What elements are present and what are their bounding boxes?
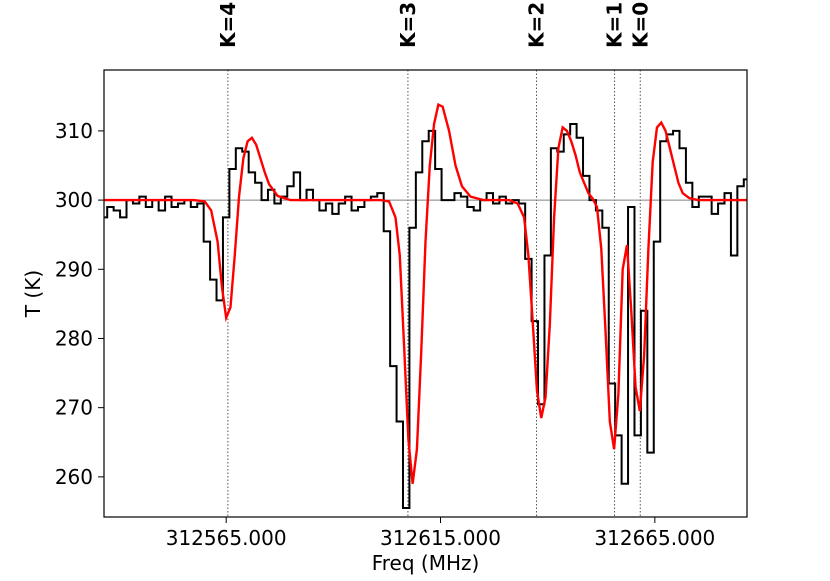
y-tick-label: 300	[55, 188, 93, 212]
series-layer	[104, 102, 747, 510]
k-marker-label: K=2	[525, 2, 549, 48]
y-tick-label: 280	[55, 326, 93, 350]
k-markers: K=4 K=3 K=2 K=1 K=0	[216, 2, 652, 517]
y-tick-label: 260	[55, 465, 93, 489]
x-tick-label: 312615.000	[380, 526, 501, 550]
y-tick-label: 310	[55, 119, 93, 143]
y-axis-label: T (K)	[21, 270, 45, 318]
k-marker-label: K=3	[396, 2, 420, 48]
k-marker-label: K=4	[216, 2, 240, 48]
y-tick-label: 290	[55, 257, 93, 281]
plot-frame	[103, 69, 748, 518]
x-tick-label: 312565.000	[166, 526, 287, 550]
observed-spectrum-line	[104, 122, 747, 510]
x-tick-label: 312665.000	[594, 526, 715, 550]
x-axis-label: Freq (MHz)	[372, 551, 480, 575]
axis-ticks: 312565.000 312615.000 312665.000 260 270 280 2…	[55, 119, 715, 550]
model-fit-line	[104, 102, 747, 484]
k-marker-label: K=1	[603, 2, 627, 48]
y-tick-label: 270	[55, 396, 93, 420]
k-marker-label: K=0	[628, 2, 652, 48]
